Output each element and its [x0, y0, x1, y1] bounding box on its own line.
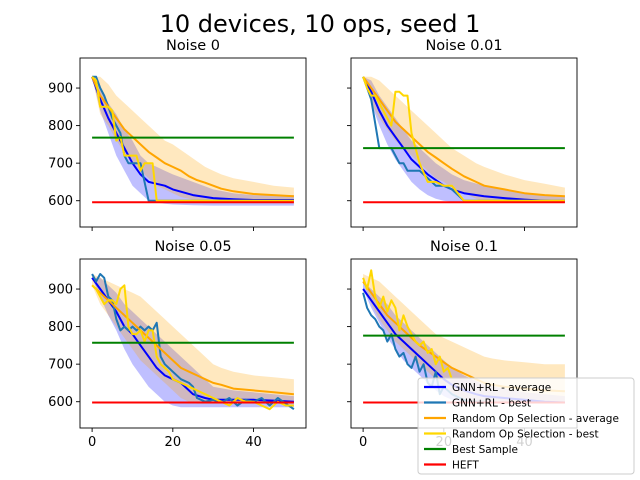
- y-tick-label: 700: [48, 358, 73, 373]
- plot-area: [91, 75, 294, 206]
- axes-frame: [79, 258, 307, 429]
- subplot-1: 600 700 800 900 Noise 0: [48, 38, 307, 231]
- series-line-random-op-selection-best: [362, 76, 565, 202]
- series-line-gnn-rl-average: [91, 277, 294, 403]
- y-tick-label: 600: [48, 395, 73, 410]
- x-tick-label: 0: [88, 435, 96, 450]
- series-line-random-op-selection-average: [362, 76, 565, 198]
- subplot-title: Noise 0.1: [430, 239, 498, 255]
- legend-label: HEFT: [452, 459, 479, 471]
- legend-label: Best Sample: [452, 444, 518, 456]
- figure-title: 10 devices, 10 ops, seed 1: [160, 10, 481, 38]
- band-random-op-selection-average: [92, 274, 294, 404]
- band-random-op-selection-average: [363, 274, 565, 403]
- axes-frame: [350, 57, 578, 228]
- subplot-2: Noise 0.01: [347, 38, 578, 231]
- x-tick-label: 40: [245, 435, 262, 450]
- band-gnn-rl-average: [92, 277, 294, 408]
- y-tick-label: 900: [48, 82, 73, 97]
- subplot-title: Noise 0.01: [425, 38, 502, 54]
- legend-label: Random Op Selection - average: [452, 413, 619, 425]
- subplot-title: Noise 0.05: [154, 239, 231, 255]
- y-tick-label: 800: [48, 320, 73, 335]
- x-tick-label: 0: [359, 435, 367, 450]
- legend-box: [417, 377, 635, 475]
- plot-area: [362, 76, 565, 204]
- series-line-gnn-rl-best: [91, 273, 295, 411]
- x-tick-label: 20: [165, 435, 182, 450]
- legend: GNN+RL - average GNN+RL - best Random Op S…: [417, 377, 635, 475]
- y-tick-label: 800: [48, 119, 73, 134]
- legend-label: Random Op Selection - best: [452, 428, 599, 440]
- subplot-3: 600 700 800 900 0 20 40 Noise 0.05: [48, 239, 307, 450]
- series-line-gnn-rl-average: [362, 76, 565, 203]
- series-line-random-op-selection-best: [91, 76, 294, 202]
- y-tick-label: 600: [48, 194, 73, 209]
- subplot-title: Noise 0: [166, 38, 220, 54]
- series-line-random-op-selection-best: [362, 269, 453, 380]
- legend-label: GNN+RL - average: [452, 382, 551, 394]
- series-line-random-op-selection-average: [91, 76, 294, 198]
- plot-area: [91, 273, 295, 411]
- series-line-random-op-selection-average: [91, 284, 294, 396]
- y-tick-label: 700: [48, 157, 73, 172]
- legend-label: GNN+RL - best: [452, 397, 531, 409]
- axes-frame: [79, 57, 307, 228]
- y-tick-label: 900: [48, 283, 73, 298]
